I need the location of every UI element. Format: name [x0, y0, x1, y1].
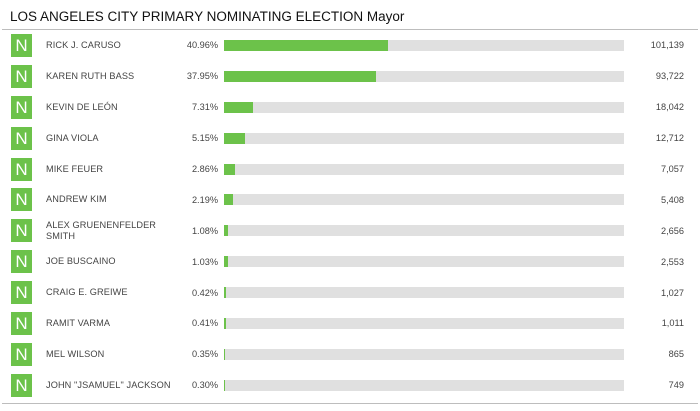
- party-badge: N: [11, 342, 32, 366]
- vote-count: 2,553: [661, 256, 684, 267]
- party-badge: N: [11, 95, 32, 119]
- candidate-name: ALEX GRUENENFELDER SMITH: [46, 219, 157, 241]
- party-badge: N: [11, 188, 32, 212]
- vote-bar-fill: [224, 132, 245, 144]
- vote-bar-track: [224, 132, 624, 144]
- list-item: N KEVIN DE LEÓN 7.31% 18,042: [0, 92, 700, 123]
- vote-bar-fill: [224, 348, 226, 360]
- party-badge: N: [11, 64, 32, 88]
- vote-bar-track: [224, 348, 624, 360]
- vote-bar-track: [224, 194, 624, 206]
- vote-bar-fill: [224, 163, 236, 175]
- candidate-name: JOE BUSCAINO: [46, 256, 116, 267]
- vote-bar-fill: [224, 256, 229, 268]
- vote-bar-track: [224, 318, 624, 330]
- vote-percent: 40.96%: [186, 40, 218, 51]
- vote-bar-fill: [224, 40, 388, 51]
- vote-bar-fill: [224, 101, 254, 113]
- candidate-name: CRAIG E. GREIWE: [46, 287, 128, 298]
- vote-percent: 1.08%: [191, 225, 218, 236]
- list-item: N RAMIT VARMA 0.41% 1,011: [0, 308, 700, 339]
- results-list: N RICK J. CARUSO 40.96% 101,139 N KAREN …: [0, 30, 700, 401]
- vote-bar-fill: [224, 70, 376, 82]
- vote-percent: 1.03%: [191, 256, 218, 267]
- candidate-name: JOHN "JSAMUEL" JACKSON: [46, 379, 171, 390]
- vote-count: 1,011: [661, 318, 684, 329]
- vote-bar-track: [224, 287, 624, 299]
- list-item: N JOHN "JSAMUEL" JACKSON 0.30% 749: [0, 370, 700, 401]
- list-item: N RICK J. CARUSO 40.96% 101,139: [0, 30, 700, 61]
- vote-bar-track: [224, 70, 624, 82]
- candidate-name: ANDREW KIM: [46, 194, 107, 205]
- party-badge: N: [11, 312, 32, 336]
- vote-bar-track: [224, 225, 624, 237]
- candidate-name: KEVIN DE LEÓN: [46, 101, 118, 112]
- vote-count: 5,408: [661, 194, 684, 205]
- vote-bar-track: [224, 40, 624, 51]
- candidate-name: MEL WILSON: [46, 348, 105, 359]
- vote-percent: 0.35%: [191, 349, 218, 360]
- vote-count: 101,139: [650, 40, 684, 51]
- list-item: N ANDREW KIM 2.19% 5,408: [0, 184, 700, 215]
- vote-bar-fill: [224, 287, 226, 299]
- list-item: N KAREN RUTH BASS 37.95% 93,722: [0, 61, 700, 92]
- vote-percent: 0.42%: [191, 287, 218, 298]
- candidate-name: MIKE FEUER: [46, 163, 104, 174]
- list-item: N GINA VIOLA 5.15% 12,712: [0, 123, 700, 154]
- vote-count: 2,656: [661, 225, 684, 236]
- vote-bar-fill: [224, 379, 226, 391]
- candidate-name: GINA VIOLA: [46, 132, 99, 143]
- vote-count: 865: [668, 349, 684, 360]
- party-badge: N: [11, 219, 32, 243]
- vote-count: 93,722: [655, 71, 684, 82]
- vote-percent: 2.19%: [191, 194, 218, 205]
- footer-divider: [2, 403, 698, 404]
- candidate-name: RICK J. CARUSO: [46, 39, 121, 50]
- vote-bar-track: [224, 101, 624, 113]
- party-badge: N: [11, 34, 32, 57]
- vote-bar-fill: [224, 318, 226, 330]
- party-badge: N: [11, 373, 32, 397]
- candidate-name: KAREN RUTH BASS: [46, 70, 135, 81]
- vote-count: 749: [668, 380, 684, 391]
- vote-count: 12,712: [655, 133, 684, 144]
- page-title: LOS ANGELES CITY PRIMARY NOMINATING ELEC…: [10, 9, 405, 24]
- vote-bar-track: [224, 163, 624, 175]
- list-item: N ALEX GRUENENFELDER SMITH 1.08% 2,656: [0, 215, 700, 246]
- party-badge: N: [11, 250, 32, 274]
- list-item: N CRAIG E. GREIWE 0.42% 1,027: [0, 277, 700, 308]
- candidate-name: RAMIT VARMA: [46, 317, 111, 328]
- vote-percent: 7.31%: [191, 102, 218, 113]
- vote-bar-track: [224, 256, 624, 268]
- header-divider: [2, 29, 698, 30]
- vote-count: 1,027: [661, 287, 684, 298]
- vote-percent: 0.30%: [191, 380, 218, 391]
- list-item: N MEL WILSON 0.35% 865: [0, 339, 700, 370]
- vote-bar-fill: [224, 225, 229, 237]
- vote-bar-track: [224, 379, 624, 391]
- party-badge: N: [11, 281, 32, 305]
- vote-count: 7,057: [661, 164, 684, 174]
- vote-percent: 0.41%: [191, 318, 218, 329]
- vote-bar-fill: [224, 194, 233, 206]
- vote-percent: 5.15%: [191, 133, 218, 144]
- vote-count: 18,042: [655, 102, 684, 113]
- vote-percent: 2.86%: [191, 164, 218, 174]
- list-item: N MIKE FEUER 2.86% 7,057: [0, 154, 700, 185]
- party-badge: N: [11, 126, 32, 150]
- vote-percent: 37.95%: [186, 71, 218, 82]
- list-item: N JOE BUSCAINO 1.03% 2,553: [0, 246, 700, 277]
- party-badge: N: [11, 157, 32, 181]
